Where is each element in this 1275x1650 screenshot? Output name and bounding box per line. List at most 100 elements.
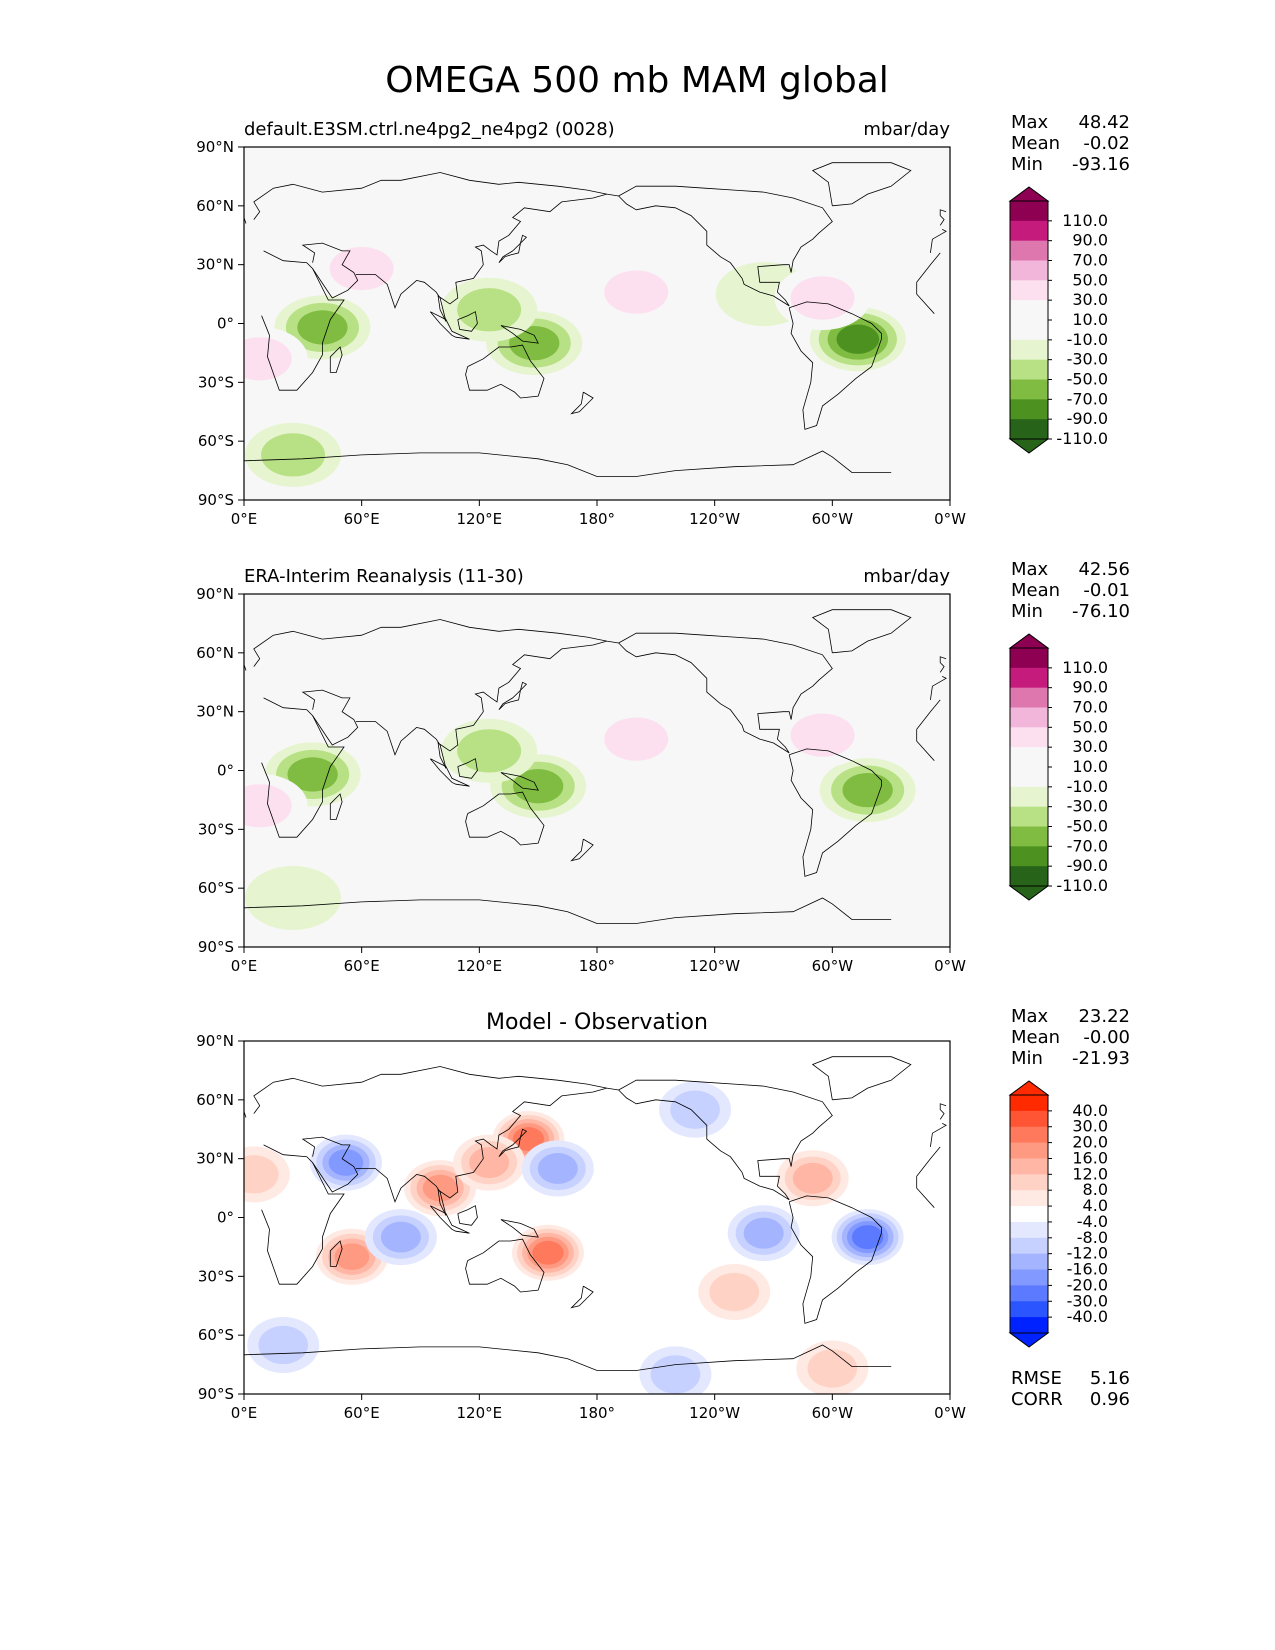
coastline-6 [429, 758, 470, 787]
colorbar-label: -20.0 [1067, 1275, 1108, 1294]
lon-tick-label: 180° [579, 510, 615, 528]
contour-ring [607, 330, 704, 395]
colorbar-band [1010, 1285, 1048, 1302]
field-feature-11 [607, 330, 704, 395]
lon-tick-label: 60°W [812, 957, 854, 975]
lon-tick-label: 0°W [934, 1404, 966, 1422]
lat-tick-label: 60°S [198, 1326, 234, 1344]
contour-field [244, 1081, 904, 1394]
colorbar: 110.090.070.050.030.010.0-10.0-30.0-50.0… [1008, 633, 1108, 901]
colorbar-band [1010, 419, 1048, 440]
colorbar-band [1010, 260, 1048, 281]
colorbar-label: 30.0 [1072, 290, 1108, 309]
contour-ring [513, 769, 564, 804]
stat-label: Max [1011, 559, 1049, 580]
stat-value: -93.16 [1072, 154, 1130, 175]
contour-ring [851, 1225, 884, 1250]
field-feature-4 [441, 277, 538, 342]
figure-title: OMEGA 500 mb MAM global [385, 60, 889, 101]
extra-stat-label: RMSE [1011, 1368, 1062, 1389]
contour-ring [244, 1155, 279, 1194]
field-feature-12 [784, 438, 881, 500]
panel-left-title: default.E3SM.ctrl.ne4pg2_ne4pg2 (0028) [244, 119, 615, 140]
field-feature-3 [819, 758, 916, 823]
colorbar-band [1010, 846, 1048, 867]
colorbar-band [1010, 1174, 1048, 1191]
contour-ring [258, 1325, 309, 1365]
colorbar-top-extend [1008, 186, 1050, 202]
field-feature-7 [774, 703, 871, 768]
lon-tick-label: 60°E [344, 510, 380, 528]
contour-ring [807, 1349, 858, 1388]
stat-label: Mean [1011, 1027, 1060, 1048]
colorbar-label: 12.0 [1072, 1164, 1108, 1183]
coastline-7 [457, 758, 478, 779]
coastline-9 [465, 344, 545, 399]
field-feature-5 [453, 1134, 526, 1191]
stat-value: 48.42 [1078, 112, 1130, 133]
colorbar-bottom-extend [1008, 438, 1050, 454]
colorbar-band [1010, 1206, 1048, 1223]
colorbar-label: 40.0 [1072, 1101, 1108, 1120]
field-feature-10 [309, 1134, 382, 1191]
colorbar-label: -30.0 [1067, 350, 1108, 369]
lat-tick-label: 30°S [198, 820, 234, 838]
extra-stat-value: 5.16 [1090, 1368, 1130, 1389]
field-feature-6 [776, 1150, 849, 1207]
coastline-5 [498, 234, 528, 263]
coastline-11 [618, 185, 833, 307]
colorbar-band [1010, 1190, 1048, 1207]
coastline-6 [429, 311, 470, 340]
colorbar-band [1010, 320, 1048, 341]
colorbar-label: 30.0 [1072, 737, 1108, 756]
contour-field [244, 683, 916, 947]
colorbar-band [1010, 707, 1048, 728]
colorbar-band [1010, 1269, 1048, 1286]
field-feature-10 [607, 777, 704, 842]
colorbar-label: -70.0 [1067, 389, 1108, 408]
contour-ring [650, 1355, 701, 1394]
lat-tick-label: 0° [217, 1209, 234, 1227]
colorbar-label: 4.0 [1083, 1196, 1108, 1215]
lat-tick-label: 30°N [196, 256, 234, 274]
field-feature-9 [313, 683, 410, 748]
colorbar-label: -110.0 [1056, 876, 1108, 895]
colorbar: 40.030.020.016.012.08.04.0-4.0-8.0-12.0-… [1008, 1080, 1108, 1348]
coastline-14 [244, 450, 892, 477]
coastlines [244, 1056, 947, 1371]
contour-ring [244, 784, 292, 828]
stat-label: Mean [1011, 133, 1060, 154]
colorbar-band [1010, 1142, 1048, 1159]
coastline-4 [355, 1087, 607, 1216]
colorbar-band [1010, 1110, 1048, 1128]
map-panel-3: 0°E 60°E 120°E 180° 120°W 60°W 0°W 90°N 60°N 30°N… [196, 1006, 1130, 1422]
colorbar-label: 90.0 [1072, 678, 1108, 697]
coastline-9 [465, 791, 545, 846]
contour-ring [313, 683, 410, 748]
field-feature-5 [245, 865, 342, 930]
coastline-3 [301, 1136, 359, 1193]
coastline-10 [570, 838, 594, 862]
contour-ring [604, 717, 669, 761]
stat-value: -0.02 [1083, 133, 1130, 154]
colorbar-bottom-extend [1008, 885, 1050, 901]
colorbar-label: 10.0 [1072, 310, 1108, 329]
colorbar-label: -12.0 [1067, 1244, 1108, 1263]
field-feature-14 [364, 1209, 437, 1266]
lon-tick-label: 60°W [812, 1404, 854, 1422]
field-feature-10 [313, 236, 410, 301]
field-feature-8 [796, 1340, 869, 1394]
lat-tick-label: 90°S [198, 1385, 234, 1403]
colorbar-label: -90.0 [1067, 856, 1108, 875]
panel-center-title: Model - Observation [486, 1010, 708, 1035]
colorbar-label: -50.0 [1067, 817, 1108, 836]
coastline-1 [261, 250, 941, 391]
contour-ring [784, 438, 881, 500]
lon-tick-label: 180° [579, 957, 615, 975]
field-feature-2 [511, 1224, 584, 1281]
colorbar-band [1010, 866, 1048, 887]
coastline-14 [244, 1344, 892, 1371]
coastline-8 [500, 1219, 539, 1238]
contour-ring [604, 270, 669, 314]
